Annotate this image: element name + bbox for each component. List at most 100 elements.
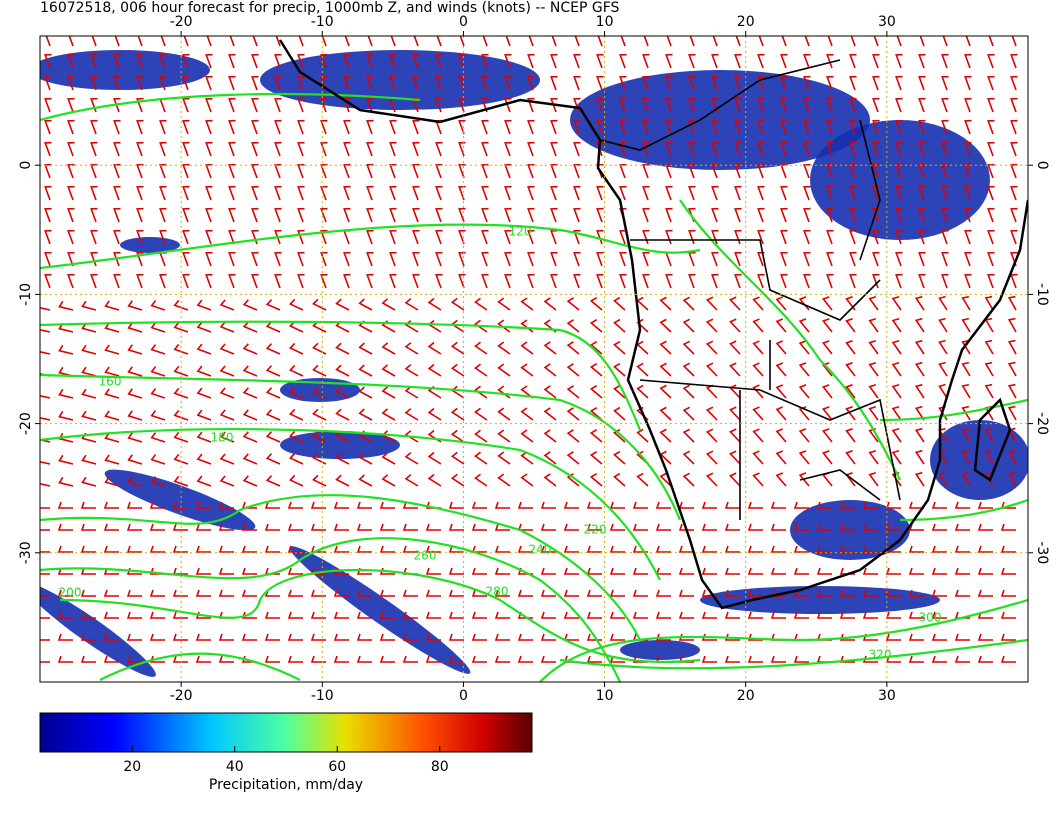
- wind-barb: [242, 321, 258, 333]
- wind-barb: [632, 611, 648, 619]
- wind-barb: [596, 119, 604, 135]
- wind-barb: [113, 207, 121, 223]
- wind-barb: [543, 385, 557, 399]
- wind-barb: [126, 501, 142, 509]
- wind-barb: [471, 567, 487, 575]
- wind-barb: [412, 36, 420, 47]
- wind-barb: [320, 75, 328, 91]
- wind-barb: [826, 75, 834, 91]
- wind-barb: [964, 185, 972, 201]
- wind-barb: [356, 523, 372, 531]
- wind-barb: [908, 501, 924, 509]
- wind-barb: [931, 655, 947, 663]
- wind-barb: [613, 318, 626, 333]
- wind-barb: [780, 53, 788, 69]
- wind-barb: [81, 476, 97, 487]
- wind-barb: [655, 611, 671, 619]
- wind-barb: [127, 388, 143, 399]
- wind-barb: [228, 36, 236, 47]
- wind-barb: [941, 273, 949, 289]
- wind-barb: [566, 473, 580, 487]
- wind-barb: [816, 589, 832, 597]
- wind-barb: [780, 36, 788, 47]
- wind-barb: [113, 97, 121, 113]
- wind-barb: [127, 432, 143, 443]
- wind-barb: [494, 501, 510, 509]
- wind-barb: [127, 454, 143, 465]
- wind-barb: [798, 384, 810, 399]
- wind-barb: [287, 633, 303, 641]
- wind-barb: [520, 451, 534, 465]
- wind-barb: [849, 75, 857, 91]
- wind-barb: [504, 119, 512, 135]
- wind-barb: [987, 119, 995, 135]
- wind-barb: [659, 428, 672, 443]
- wind-barb: [242, 387, 258, 399]
- wind-barb: [868, 406, 879, 421]
- lon-tick-label: 30: [878, 14, 896, 30]
- wind-barb: [563, 611, 579, 619]
- wind-barb: [891, 449, 902, 465]
- wind-barb: [964, 97, 972, 113]
- wind-barb: [908, 655, 924, 663]
- wind-barb: [310, 655, 326, 663]
- wind-barb: [619, 273, 627, 289]
- wind-barb: [701, 523, 717, 531]
- wind-barb: [849, 119, 857, 135]
- wind-barb: [494, 589, 510, 597]
- wind-barb: [67, 229, 75, 245]
- wind-barb: [895, 207, 903, 223]
- wind-barb: [425, 545, 441, 553]
- wind-barb: [642, 75, 650, 91]
- wind-barb: [566, 297, 580, 311]
- wind-barb: [126, 655, 142, 663]
- wind-barb: [1010, 185, 1018, 201]
- wind-barb: [205, 36, 213, 47]
- wind-barb: [895, 53, 903, 69]
- wind-barb: [734, 273, 742, 289]
- wind-barb: [609, 545, 625, 553]
- wind-barb: [839, 501, 855, 509]
- wind-barb: [798, 428, 810, 443]
- wind-barb: [241, 633, 257, 641]
- wind-barb: [705, 362, 718, 377]
- wind-barb: [1007, 295, 1017, 311]
- wind-barb: [711, 207, 719, 223]
- wind-barb: [747, 611, 763, 619]
- wind-barb: [90, 251, 98, 267]
- wind-barb: [182, 36, 190, 47]
- wind-barb: [589, 318, 603, 333]
- wind-barb: [381, 474, 396, 487]
- wind-barb: [172, 633, 188, 641]
- wind-barb: [40, 545, 50, 553]
- wind-barb: [868, 450, 879, 465]
- lon-tick-label: -10: [311, 14, 334, 30]
- wind-barb: [803, 185, 811, 201]
- wind-barb: [705, 450, 718, 465]
- wind-barb: [550, 53, 558, 69]
- wind-barb: [343, 207, 351, 223]
- wind-barb: [816, 567, 832, 575]
- wind-barb: [379, 611, 395, 619]
- wind-barb: [845, 362, 856, 377]
- wind-barb: [891, 317, 902, 333]
- wind-barb: [613, 406, 626, 421]
- wind-barb: [104, 322, 120, 333]
- wind-barb: [474, 473, 488, 487]
- wind-barb: [448, 567, 464, 575]
- wind-barb: [729, 340, 741, 355]
- wind-barb: [90, 141, 98, 157]
- wind-barb: [58, 476, 74, 487]
- wind-barb: [566, 363, 580, 377]
- wind-barb: [228, 163, 236, 179]
- wind-barb: [67, 185, 75, 201]
- wind-barb: [987, 53, 995, 69]
- wind-barb: [494, 633, 510, 641]
- wind-barb: [961, 295, 971, 311]
- wind-barb: [251, 75, 259, 91]
- wind-barb: [425, 611, 441, 619]
- wind-barb: [127, 344, 143, 355]
- wind-barb: [150, 344, 166, 355]
- wind-barb: [1010, 75, 1018, 91]
- wind-barb: [251, 207, 259, 223]
